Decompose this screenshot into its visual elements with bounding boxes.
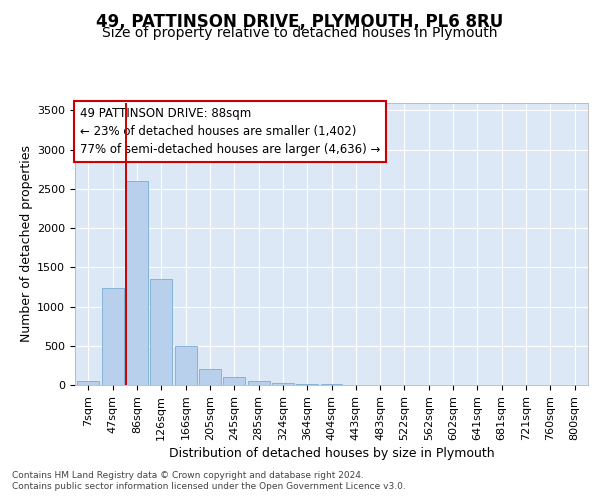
- Bar: [199, 370, 221, 385]
- Bar: [151, 279, 172, 385]
- X-axis label: Distribution of detached houses by size in Plymouth: Distribution of detached houses by size …: [169, 446, 494, 460]
- Y-axis label: Number of detached properties: Number of detached properties: [20, 145, 33, 342]
- Bar: [175, 346, 197, 385]
- Bar: [126, 181, 148, 385]
- Text: Size of property relative to detached houses in Plymouth: Size of property relative to detached ho…: [102, 26, 498, 40]
- Text: Contains public sector information licensed under the Open Government Licence v3: Contains public sector information licen…: [12, 482, 406, 491]
- Bar: [223, 377, 245, 385]
- Text: 49, PATTINSON DRIVE, PLYMOUTH, PL6 8RU: 49, PATTINSON DRIVE, PLYMOUTH, PL6 8RU: [97, 12, 503, 30]
- Bar: [272, 382, 294, 385]
- Bar: [102, 288, 124, 385]
- Bar: [248, 381, 269, 385]
- Text: Contains HM Land Registry data © Crown copyright and database right 2024.: Contains HM Land Registry data © Crown c…: [12, 471, 364, 480]
- Text: 49 PATTINSON DRIVE: 88sqm
← 23% of detached houses are smaller (1,402)
77% of se: 49 PATTINSON DRIVE: 88sqm ← 23% of detac…: [80, 106, 380, 156]
- Bar: [77, 382, 100, 385]
- Bar: [296, 384, 318, 385]
- Bar: [320, 384, 343, 385]
